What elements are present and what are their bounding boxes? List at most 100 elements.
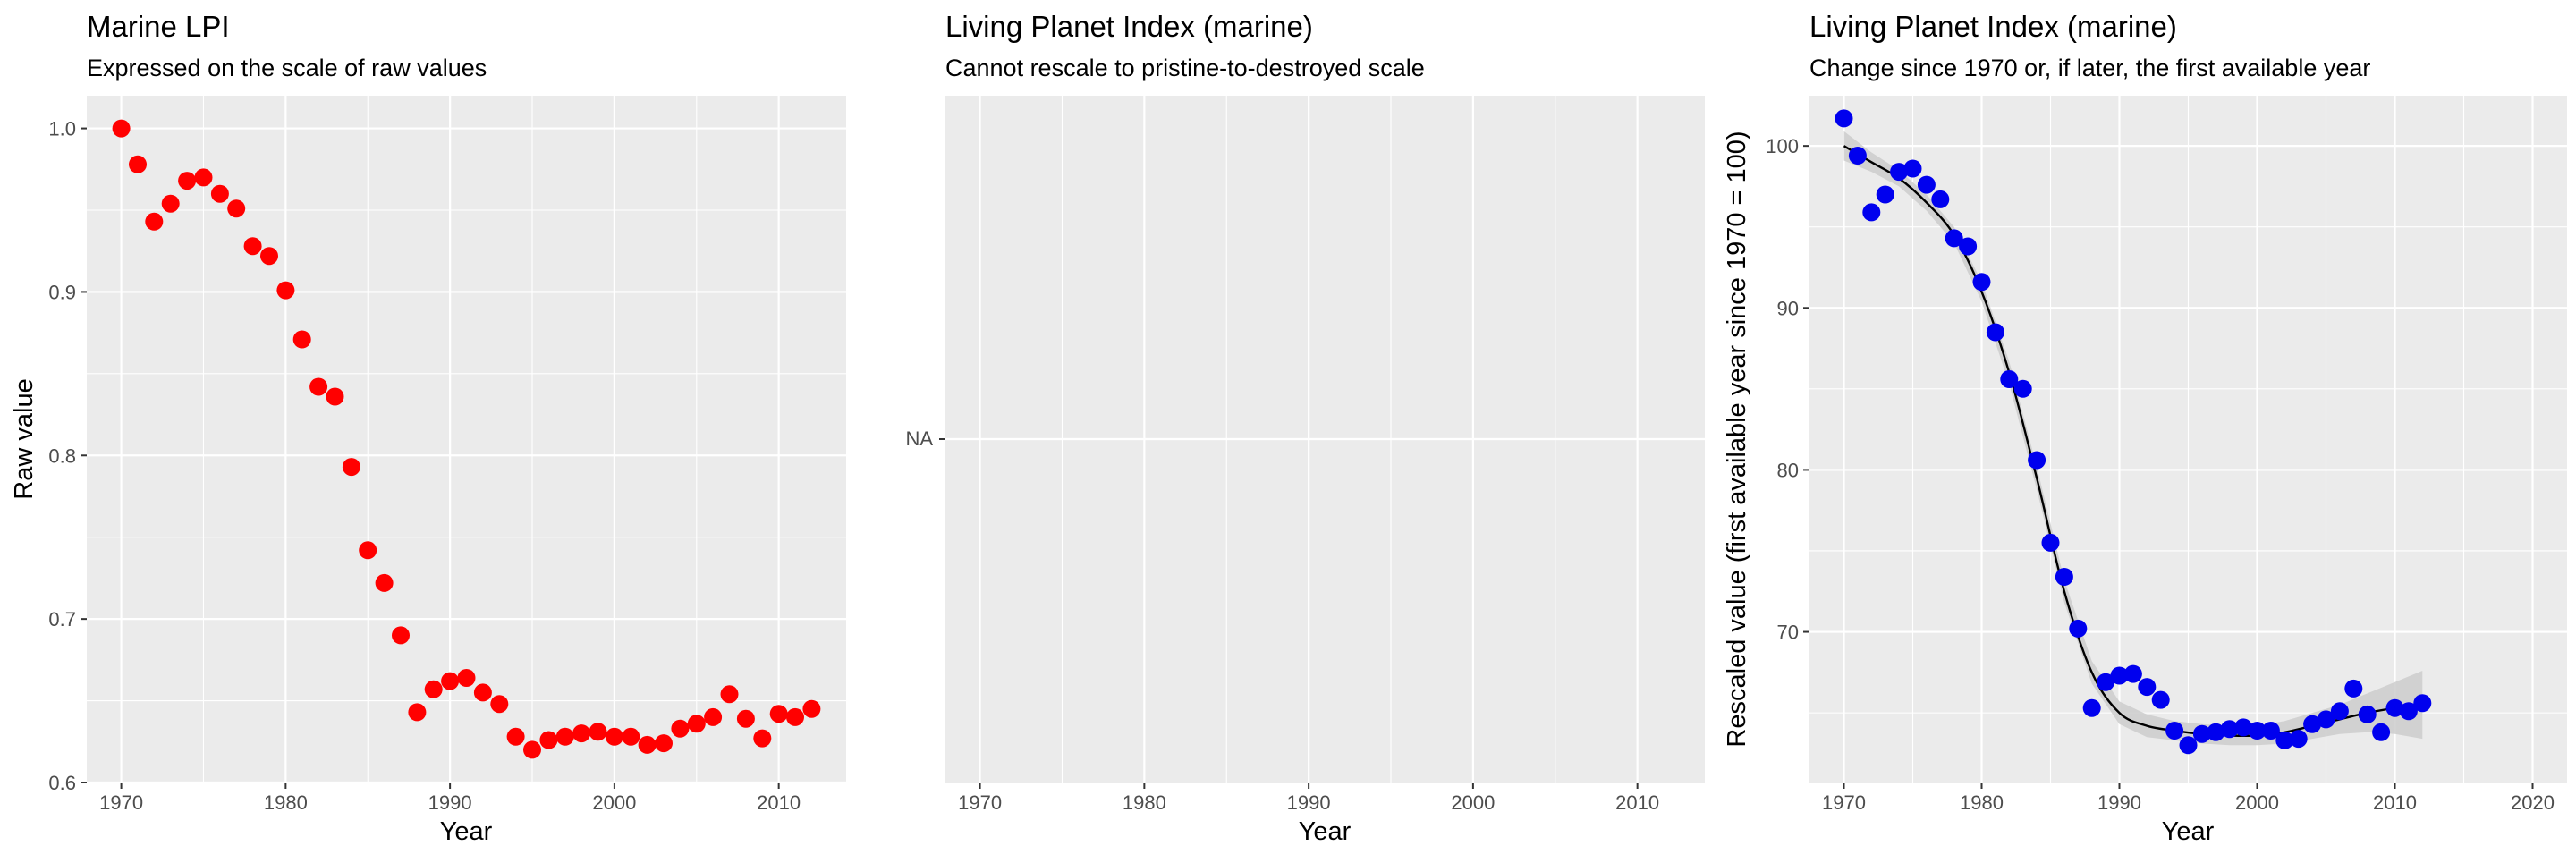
panel3-axes: 70 80 90 100 1970 1980 1990 2000 2010 20… bbox=[1766, 135, 2555, 814]
data-point bbox=[506, 727, 525, 746]
xtick-label: 1970 bbox=[958, 791, 1002, 814]
data-point bbox=[1876, 185, 1894, 204]
data-point bbox=[2344, 679, 2363, 698]
xtick-label: 1980 bbox=[1123, 791, 1166, 814]
data-point bbox=[424, 680, 443, 698]
data-point bbox=[671, 719, 690, 738]
data-point bbox=[1890, 163, 1909, 182]
data-point bbox=[1931, 190, 1950, 208]
data-point bbox=[260, 247, 278, 266]
data-point bbox=[2207, 723, 2225, 741]
data-point bbox=[539, 731, 558, 749]
data-point bbox=[736, 709, 755, 728]
data-point bbox=[2248, 722, 2267, 740]
xtick-label: 1980 bbox=[264, 791, 308, 814]
data-point bbox=[523, 740, 541, 759]
panel2-x-axis-title: Year bbox=[1299, 817, 1352, 846]
data-point bbox=[375, 573, 394, 592]
panel1-x-axis-title: Year bbox=[440, 817, 493, 846]
data-point bbox=[2261, 722, 2280, 740]
data-point bbox=[720, 685, 739, 704]
panel3-subtitle: Change since 1970 or, if later, the firs… bbox=[1809, 55, 2370, 81]
ytick-label: 100 bbox=[1766, 135, 1799, 157]
data-point bbox=[1903, 159, 1922, 178]
xtick-label: 1980 bbox=[1960, 791, 2004, 814]
data-point bbox=[178, 172, 197, 190]
xtick-label: 2010 bbox=[2373, 791, 2417, 814]
data-point bbox=[1917, 175, 1936, 194]
xtick-label: 1990 bbox=[2097, 791, 2141, 814]
ytick-label-na: NA bbox=[905, 427, 933, 450]
data-point bbox=[2289, 730, 2308, 749]
data-point bbox=[210, 184, 229, 203]
data-point bbox=[145, 212, 164, 231]
data-point bbox=[786, 707, 804, 726]
panel1-points bbox=[112, 119, 821, 759]
xtick-label: 2010 bbox=[1615, 791, 1659, 814]
data-point bbox=[753, 729, 772, 748]
ytick-label: 1.0 bbox=[48, 118, 76, 140]
data-point bbox=[2330, 702, 2349, 721]
panel2-title: Living Planet Index (marine) bbox=[945, 10, 1313, 43]
ytick-label: 90 bbox=[1777, 297, 1799, 319]
data-point bbox=[161, 194, 180, 213]
data-point bbox=[441, 672, 460, 690]
data-point bbox=[2165, 722, 2184, 740]
data-point bbox=[2317, 710, 2335, 729]
data-point bbox=[1986, 323, 2004, 342]
data-point bbox=[2275, 731, 2294, 749]
panel1-y-axis-title: Raw value bbox=[10, 378, 38, 499]
panel-lpi-marine-empty: Living Planet Index (marine) Cannot resc… bbox=[905, 10, 1705, 846]
data-point bbox=[2082, 698, 2101, 717]
data-point bbox=[589, 723, 607, 741]
data-point bbox=[2110, 666, 2129, 685]
data-point bbox=[129, 155, 147, 173]
data-point bbox=[2000, 370, 2019, 388]
data-point bbox=[392, 626, 410, 645]
data-point bbox=[2151, 690, 2170, 709]
xtick-label: 1970 bbox=[99, 791, 143, 814]
data-point bbox=[655, 734, 673, 753]
data-point bbox=[2220, 720, 2239, 739]
data-point bbox=[243, 237, 262, 256]
data-point bbox=[473, 683, 492, 702]
data-point bbox=[309, 377, 328, 396]
data-point bbox=[2013, 379, 2032, 398]
data-point bbox=[1945, 229, 1963, 248]
data-point bbox=[2192, 724, 2211, 743]
panel3-title: Living Planet Index (marine) bbox=[1809, 10, 2177, 43]
xtick-label: 2010 bbox=[757, 791, 801, 814]
data-point bbox=[2413, 694, 2432, 713]
data-point bbox=[2385, 698, 2404, 717]
ytick-label: 0.9 bbox=[48, 281, 76, 303]
data-point bbox=[1959, 237, 1978, 256]
ytick-label: 0.8 bbox=[48, 444, 76, 467]
data-point bbox=[605, 727, 623, 746]
panel1-title: Marine LPI bbox=[87, 10, 230, 43]
data-point bbox=[572, 724, 591, 743]
data-point bbox=[622, 727, 640, 746]
xtick-label: 1990 bbox=[428, 791, 472, 814]
data-point bbox=[2303, 715, 2322, 733]
ytick-label: 70 bbox=[1777, 622, 1799, 644]
xtick-label: 2020 bbox=[2511, 791, 2555, 814]
data-point bbox=[194, 168, 213, 187]
data-point bbox=[2041, 533, 2060, 552]
xtick-label: 2000 bbox=[592, 791, 636, 814]
data-point bbox=[326, 387, 344, 406]
data-point bbox=[2372, 723, 2391, 741]
data-point bbox=[490, 695, 509, 714]
data-point bbox=[2123, 664, 2142, 683]
panel1-grid bbox=[87, 96, 846, 784]
data-point bbox=[2055, 568, 2073, 586]
data-point bbox=[342, 458, 360, 477]
panel1-axes: 0.6 0.7 0.8 0.9 1.0 1970 1980 1990 2000 … bbox=[48, 118, 801, 814]
panel-marine-lpi: Marine LPI Expressed on the scale of raw… bbox=[10, 10, 846, 846]
xtick-label: 1970 bbox=[1822, 791, 1866, 814]
data-point bbox=[1862, 203, 1881, 222]
ytick-label: 0.6 bbox=[48, 772, 76, 794]
panel2-subtitle: Cannot rescale to pristine-to-destroyed … bbox=[945, 55, 1425, 81]
data-point bbox=[2069, 619, 2088, 638]
data-point bbox=[112, 119, 131, 138]
